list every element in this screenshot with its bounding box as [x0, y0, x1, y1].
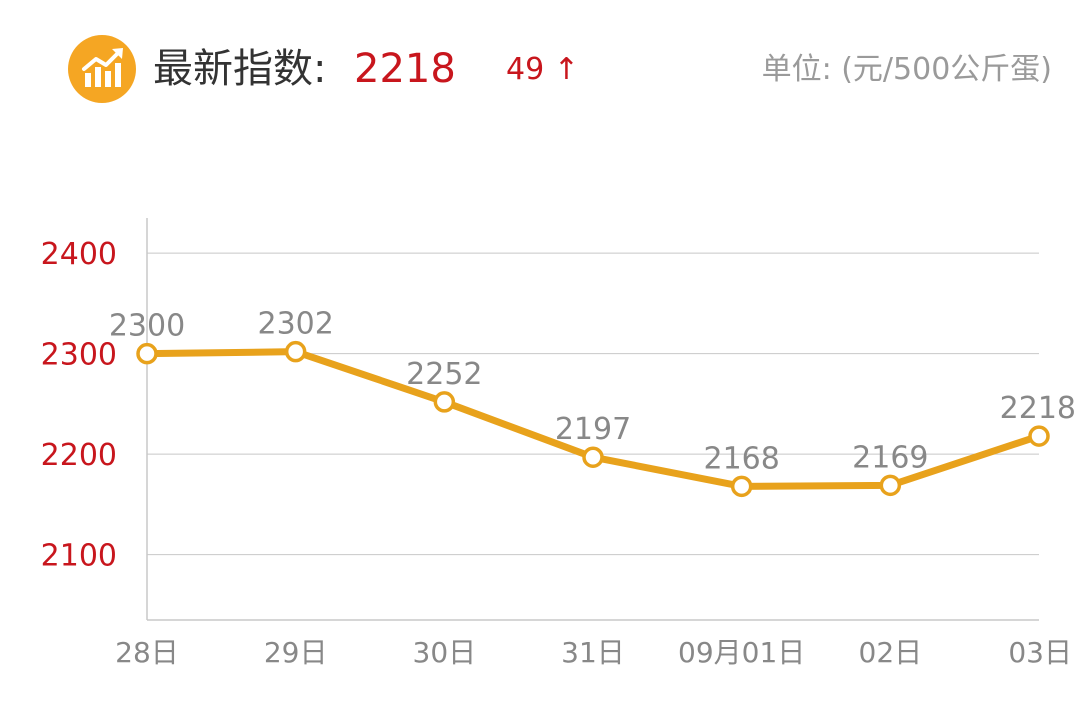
data-point: [433, 391, 456, 413]
index-latest-value: 2218: [354, 46, 456, 92]
y-tick-label: 2100: [41, 539, 117, 574]
index-change: 49 ↑: [506, 50, 579, 90]
y-tick-label: 2400: [41, 237, 117, 272]
x-tick-label: 03日: [1008, 636, 1072, 669]
data-point: [730, 475, 753, 498]
data-label: 2168: [703, 441, 779, 476]
data-label: 2197: [555, 412, 631, 447]
header: 最新指数: 2218 49 ↑ 单位: (元/500公斤蛋): [0, 0, 1080, 140]
index-change-value: 49: [506, 52, 545, 87]
x-tick-label: 02日: [859, 636, 923, 669]
data-label: 2169: [852, 440, 928, 475]
x-tick-label: 28日: [115, 636, 179, 669]
x-tick-label: 31日: [561, 636, 625, 669]
unit-label: 单位: (元/500公斤蛋): [761, 52, 1052, 87]
data-point: [284, 340, 307, 363]
data-point: [1028, 425, 1050, 447]
data-label: 2252: [406, 357, 482, 392]
y-tick-label: 2300: [41, 338, 117, 373]
data-point: [582, 446, 604, 468]
data-point: [879, 474, 902, 497]
data-point: [136, 342, 158, 365]
index-title-label: 最新指数:: [153, 46, 327, 92]
data-label: 2300: [109, 309, 185, 344]
chart-growth-icon: [68, 35, 136, 103]
data-label: 2218: [1000, 391, 1076, 426]
up-arrow-icon: ↑: [553, 52, 579, 87]
x-tick-label: 29日: [264, 636, 328, 669]
y-tick-label: 2200: [41, 438, 117, 473]
data-label: 2302: [257, 307, 333, 342]
x-tick-label: 09月01日: [678, 636, 805, 669]
x-tick-label: 30日: [413, 636, 477, 669]
